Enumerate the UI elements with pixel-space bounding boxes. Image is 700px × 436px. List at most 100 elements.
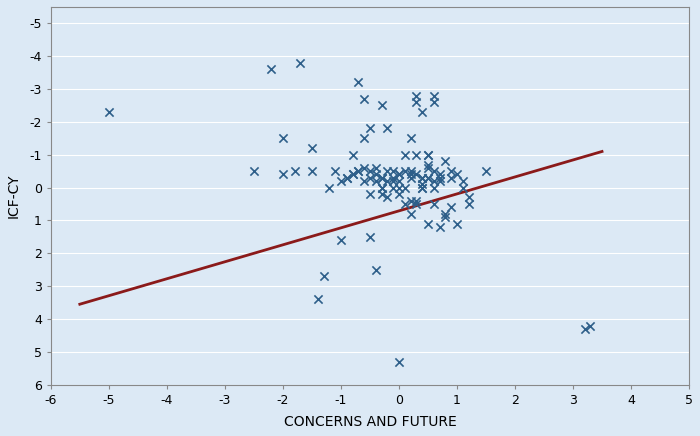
Point [422, 161, 433, 168]
Point [364, 233, 375, 240]
Point [364, 191, 375, 198]
Point [341, 174, 352, 181]
Point [416, 174, 428, 181]
Point [399, 168, 410, 175]
Point [422, 151, 433, 158]
Point [405, 135, 416, 142]
Point [353, 79, 364, 86]
X-axis label: CONCERNS AND FUTURE: CONCERNS AND FUTURE [284, 415, 456, 429]
Point [399, 201, 410, 208]
Point [446, 168, 457, 175]
Point [388, 168, 399, 175]
Point [584, 322, 596, 329]
Point [434, 224, 445, 231]
Point [411, 151, 422, 158]
Point [393, 191, 405, 198]
Point [393, 171, 405, 178]
Point [440, 158, 451, 165]
Point [399, 151, 410, 158]
Point [579, 325, 590, 332]
Point [358, 177, 370, 184]
Point [248, 168, 260, 175]
Point [428, 184, 440, 191]
Point [405, 174, 416, 181]
Point [428, 168, 440, 175]
Point [277, 171, 288, 178]
Point [411, 201, 422, 208]
Point [323, 184, 335, 191]
Point [434, 174, 445, 181]
Point [405, 197, 416, 204]
Point [422, 220, 433, 227]
Point [289, 168, 300, 175]
Point [353, 168, 364, 175]
Point [452, 171, 463, 178]
Point [416, 109, 428, 116]
Point [318, 273, 329, 280]
Point [277, 135, 288, 142]
Point [382, 168, 393, 175]
Point [452, 220, 463, 227]
Point [428, 177, 440, 184]
Point [347, 151, 358, 158]
Point [411, 197, 422, 204]
Point [295, 59, 306, 66]
Point [428, 99, 440, 106]
Point [416, 174, 428, 181]
Point [393, 177, 405, 184]
Point [405, 171, 416, 178]
Point [446, 174, 457, 181]
Point [370, 164, 382, 171]
Point [416, 184, 428, 191]
Point [411, 99, 422, 106]
Point [382, 125, 393, 132]
Point [358, 135, 370, 142]
Point [457, 184, 468, 191]
Point [347, 171, 358, 178]
Point [422, 151, 433, 158]
Point [376, 102, 387, 109]
Point [376, 174, 387, 181]
Point [393, 171, 405, 178]
Point [446, 204, 457, 211]
Point [440, 214, 451, 221]
Point [307, 168, 318, 175]
Point [330, 168, 341, 175]
Point [358, 95, 370, 102]
Point [312, 296, 323, 303]
Point [341, 174, 352, 181]
Point [347, 171, 358, 178]
Point [393, 358, 405, 365]
Point [370, 171, 382, 178]
Point [364, 125, 375, 132]
Point [405, 168, 416, 175]
Point [376, 191, 387, 198]
Point [335, 177, 346, 184]
Point [370, 266, 382, 273]
Point [422, 164, 433, 171]
Point [416, 184, 428, 191]
Point [428, 92, 440, 99]
Point [434, 171, 445, 178]
Point [388, 177, 399, 184]
Point [376, 174, 387, 181]
Point [463, 201, 474, 208]
Point [416, 181, 428, 188]
Point [382, 177, 393, 184]
Point [388, 174, 399, 181]
Point [405, 211, 416, 218]
Point [353, 168, 364, 175]
Point [411, 171, 422, 178]
Point [266, 66, 277, 73]
Point [457, 177, 468, 184]
Point [358, 164, 370, 171]
Point [335, 237, 346, 244]
Point [434, 177, 445, 184]
Point [422, 174, 433, 181]
Point [307, 145, 318, 152]
Point [382, 194, 393, 201]
Point [364, 174, 375, 181]
Point [103, 109, 114, 116]
Point [376, 184, 387, 191]
Point [388, 184, 399, 191]
